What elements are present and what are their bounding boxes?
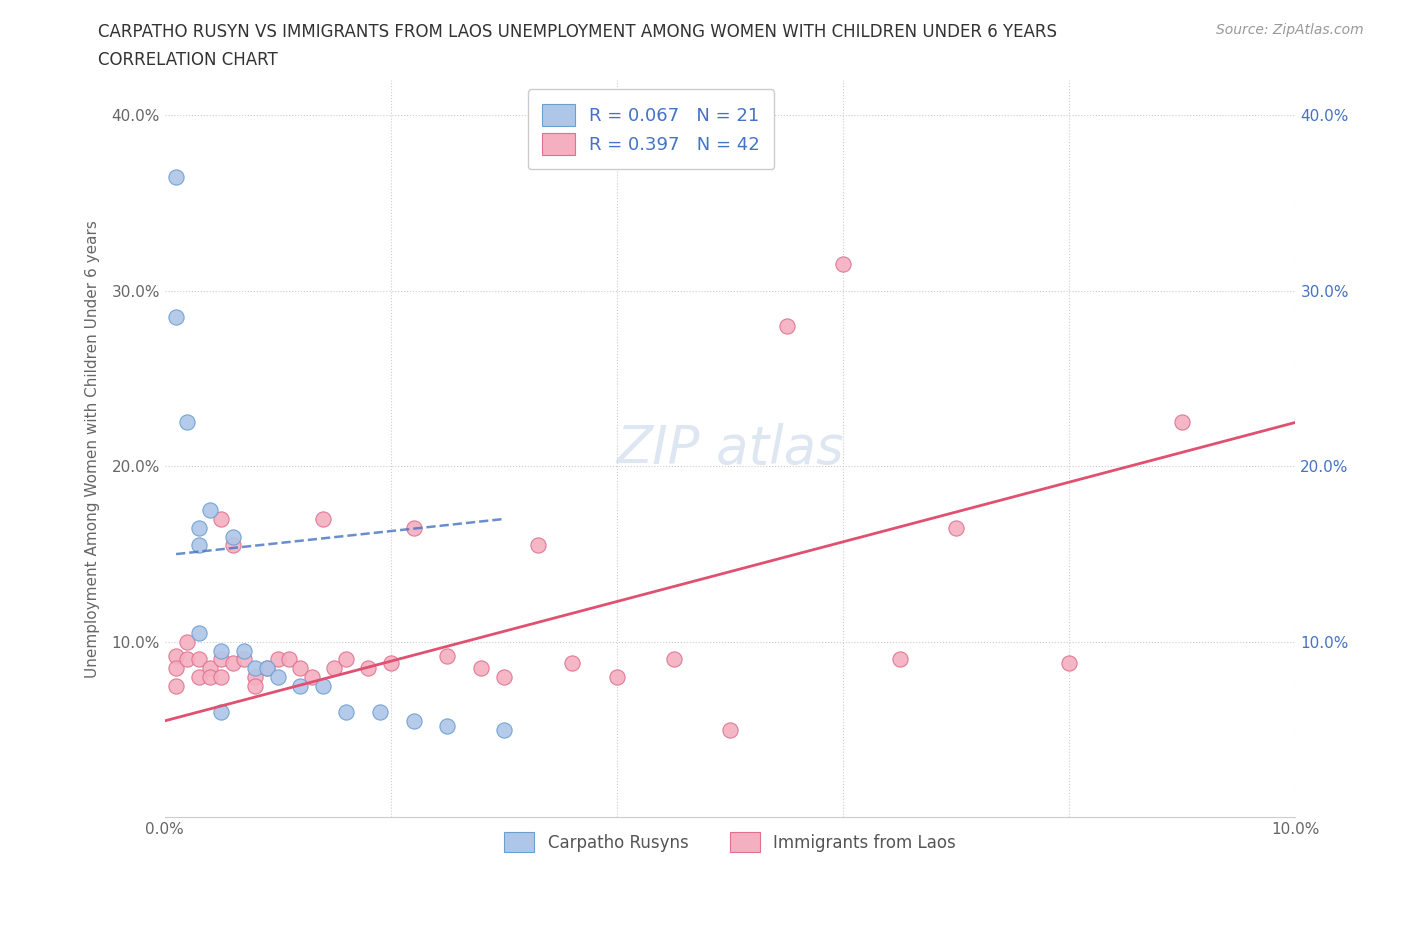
Point bbox=[209, 512, 232, 526]
Point bbox=[187, 670, 209, 684]
Legend: Carpatho Rusyns, Immigrants from Laos: Carpatho Rusyns, Immigrants from Laos bbox=[496, 824, 965, 860]
Point bbox=[312, 512, 335, 526]
Point bbox=[470, 660, 492, 675]
Point bbox=[436, 719, 458, 734]
Point bbox=[198, 670, 221, 684]
Point bbox=[187, 652, 209, 667]
Point bbox=[368, 705, 391, 720]
Point bbox=[221, 538, 243, 552]
Point bbox=[232, 652, 254, 667]
Point bbox=[492, 670, 515, 684]
Point bbox=[492, 723, 515, 737]
Point bbox=[165, 648, 187, 663]
Point bbox=[221, 656, 243, 671]
Text: Source: ZipAtlas.com: Source: ZipAtlas.com bbox=[1216, 23, 1364, 37]
Point bbox=[775, 318, 797, 333]
Point bbox=[209, 652, 232, 667]
Point bbox=[256, 660, 278, 675]
Point bbox=[198, 503, 221, 518]
Text: CORRELATION CHART: CORRELATION CHART bbox=[98, 51, 278, 69]
Point bbox=[402, 713, 425, 728]
Point bbox=[357, 660, 380, 675]
Point bbox=[209, 705, 232, 720]
Text: CARPATHO RUSYN VS IMMIGRANTS FROM LAOS UNEMPLOYMENT AMONG WOMEN WITH CHILDREN UN: CARPATHO RUSYN VS IMMIGRANTS FROM LAOS U… bbox=[98, 23, 1057, 41]
Point bbox=[232, 644, 254, 658]
Point bbox=[1171, 415, 1194, 430]
Point bbox=[1059, 656, 1081, 671]
Point bbox=[267, 670, 290, 684]
Point bbox=[176, 634, 198, 649]
Point bbox=[402, 520, 425, 535]
Point bbox=[290, 678, 312, 693]
Point bbox=[187, 626, 209, 641]
Point bbox=[945, 520, 967, 535]
Point bbox=[323, 660, 346, 675]
Point bbox=[176, 415, 198, 430]
Point bbox=[176, 652, 198, 667]
Point bbox=[165, 660, 187, 675]
Point bbox=[832, 257, 855, 272]
Point bbox=[662, 652, 685, 667]
Point bbox=[436, 648, 458, 663]
Point bbox=[301, 670, 323, 684]
Text: ZIP atlas: ZIP atlas bbox=[616, 423, 844, 474]
Point bbox=[889, 652, 911, 667]
Point bbox=[267, 652, 290, 667]
Point bbox=[606, 670, 628, 684]
Y-axis label: Unemployment Among Women with Children Under 6 years: Unemployment Among Women with Children U… bbox=[86, 219, 100, 678]
Point bbox=[209, 670, 232, 684]
Point bbox=[221, 529, 243, 544]
Point bbox=[187, 520, 209, 535]
Point bbox=[256, 660, 278, 675]
Point bbox=[198, 660, 221, 675]
Point bbox=[718, 723, 741, 737]
Point bbox=[527, 538, 550, 552]
Point bbox=[187, 538, 209, 552]
Point bbox=[245, 678, 267, 693]
Point bbox=[165, 678, 187, 693]
Point bbox=[278, 652, 301, 667]
Point bbox=[165, 310, 187, 325]
Point bbox=[561, 656, 583, 671]
Point bbox=[209, 644, 232, 658]
Point bbox=[335, 652, 357, 667]
Point bbox=[312, 678, 335, 693]
Point bbox=[245, 660, 267, 675]
Point bbox=[290, 660, 312, 675]
Point bbox=[245, 670, 267, 684]
Point bbox=[335, 705, 357, 720]
Point bbox=[380, 656, 402, 671]
Point bbox=[165, 169, 187, 184]
